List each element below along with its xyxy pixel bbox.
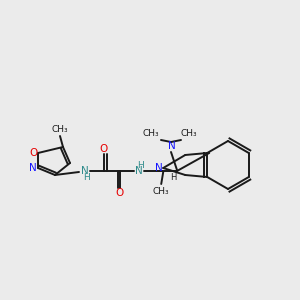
Text: CH₃: CH₃ <box>143 130 159 139</box>
Text: N: N <box>135 166 143 176</box>
Text: N: N <box>29 163 37 173</box>
Text: H: H <box>170 173 176 182</box>
Text: CH₃: CH₃ <box>181 130 197 139</box>
Text: H: H <box>82 172 89 182</box>
Text: N: N <box>81 166 89 176</box>
Text: CH₃: CH₃ <box>153 188 169 196</box>
Text: CH₃: CH₃ <box>52 125 68 134</box>
Text: O: O <box>29 148 37 158</box>
Text: O: O <box>116 188 124 198</box>
Text: N: N <box>155 163 163 173</box>
Text: N: N <box>168 141 176 151</box>
Text: H: H <box>136 160 143 169</box>
Text: O: O <box>100 144 108 154</box>
